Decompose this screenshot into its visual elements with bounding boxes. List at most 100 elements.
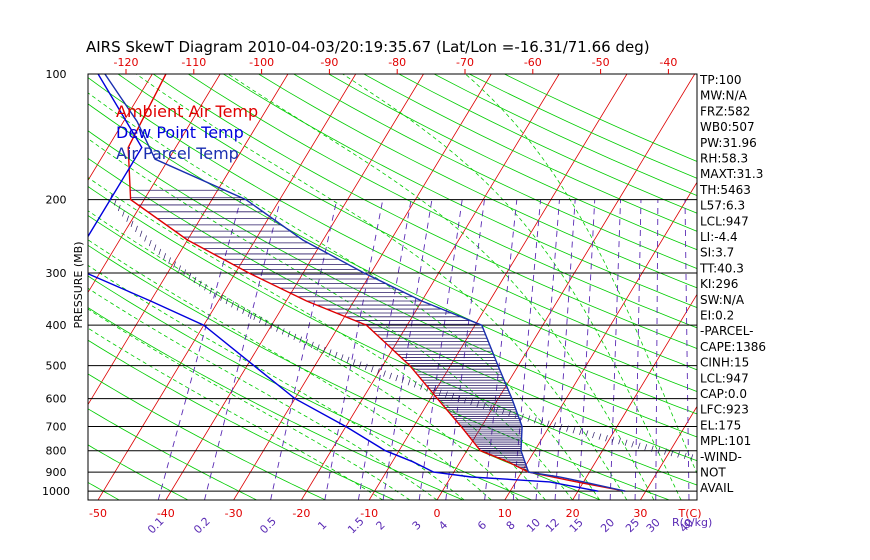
- mixing-ratio-line: [655, 199, 659, 500]
- bottom-temp-tick-label: 20: [566, 507, 580, 520]
- mixing-ratio-line: [535, 199, 560, 500]
- cape-hatch-tick: [173, 261, 176, 268]
- dry-adiabat-line: [504, 74, 697, 162]
- stability-index-label: L57:6.3: [700, 199, 745, 213]
- cape-hatch-tick: [253, 313, 257, 320]
- cape-hatch-tick: [407, 379, 411, 386]
- mixing-ratio-line: [204, 199, 281, 500]
- dry-adiabat-line: [88, 408, 257, 500]
- pressure-tick-label: 500: [46, 360, 67, 373]
- dry-adiabat-line: [88, 275, 532, 500]
- mixing-ratio-line: [445, 199, 485, 500]
- cape-hatch-tick: [566, 425, 569, 432]
- mixing-ratio-unit-label: R(g/kg): [672, 516, 712, 529]
- moist-adiabat-line: [465, 74, 697, 475]
- cape-hatch-tick: [657, 447, 661, 454]
- cape-hatch-tick: [117, 204, 121, 212]
- cape-hatch-tick: [220, 294, 223, 301]
- isotherm-line: [776, 74, 870, 500]
- cape-hatch-tick: [346, 356, 350, 363]
- mixing-ratio-label: 0.5: [257, 515, 279, 537]
- pressure-tick-label: 300: [46, 267, 67, 280]
- cape-hatch-tick: [311, 341, 314, 349]
- cape-hatch-tick: [204, 284, 207, 291]
- cape-hatch-tick: [463, 397, 467, 404]
- mixing-ratio-label: 10: [524, 516, 543, 535]
- bottom-temp-tick-label: -10: [360, 507, 378, 520]
- bottom-temp-tick-label: -30: [225, 507, 243, 520]
- mixing-ratio-line: [554, 199, 576, 500]
- cape-hatch-tick: [236, 304, 240, 311]
- isotherm-line: [88, 74, 221, 294]
- cape-hatch-tick: [451, 393, 455, 400]
- cape-hatch-tick: [501, 408, 505, 415]
- moist-adiabat-line: [227, 74, 655, 500]
- isotherm-line: [97, 74, 357, 500]
- isotherm-line: [88, 74, 289, 406]
- cape-hatch-tick: [364, 363, 368, 370]
- dry-adiabat-line: [88, 215, 670, 500]
- cape-hatch-tick: [401, 377, 405, 384]
- cape-hatch-tick: [122, 210, 125, 217]
- stability-index-label: LFC:923: [700, 403, 749, 417]
- stability-index-label: MW:N/A: [700, 89, 748, 103]
- mixing-ratio-label: 8: [504, 518, 518, 532]
- isotherm-line: [165, 74, 424, 500]
- stability-index-label: -WIND-: [700, 450, 742, 464]
- cape-hatch-tick: [670, 449, 674, 457]
- top-temp-tick-label: -40: [659, 56, 677, 69]
- dry-adiabat-line: [328, 74, 697, 251]
- cape-hatch-tick: [334, 351, 338, 359]
- cape-hatch-tick: [281, 328, 285, 335]
- top-temp-tick-label: -110: [181, 56, 206, 69]
- cape-hatch-tick: [611, 436, 615, 443]
- cape-hatch-tick: [650, 445, 654, 452]
- stability-index-label: LCL:947: [700, 371, 749, 385]
- cape-hatch-tick: [579, 428, 582, 435]
- cape-hatch-tick: [690, 454, 694, 461]
- dry-adiabat-line: [293, 74, 697, 269]
- cape-hatch-tick: [322, 346, 326, 354]
- bottom-temp-tick-label: -40: [157, 507, 175, 520]
- dry-adiabat-line: [88, 482, 120, 500]
- cape-hatch-tick: [144, 235, 147, 242]
- cape-hatch-tick: [135, 225, 138, 232]
- dry-adiabat-line: [88, 186, 697, 486]
- dry-adiabat-line: [88, 103, 697, 415]
- moist-adiabat-line: [88, 287, 438, 500]
- cape-hatch-tick: [592, 431, 595, 439]
- pressure-tick-label: 800: [46, 445, 67, 458]
- cape-hatch-tick: [113, 199, 117, 206]
- cape-hatch-tick: [605, 435, 608, 442]
- isotherm-line: [88, 74, 153, 182]
- cape-hatch-tick: [168, 257, 171, 264]
- cape-hatch-tick: [130, 220, 134, 227]
- cape-hatch-tick: [178, 265, 181, 272]
- cape-hatch-tick: [508, 410, 511, 417]
- cape-hatch-tick: [677, 451, 680, 458]
- top-temp-tick-label: -60: [524, 56, 542, 69]
- cape-hatch-tick: [383, 370, 386, 377]
- dry-adiabat-line: [88, 77, 697, 393]
- cape-hatch-tick: [377, 368, 380, 375]
- bottom-temp-tick-label: -50: [89, 507, 107, 520]
- legend-entry: Air Parcel Temp: [116, 144, 239, 163]
- mixing-ratio-label: 20: [598, 516, 617, 535]
- cape-hatch-tick: [389, 372, 392, 379]
- bottom-temp-tick-label: 30: [633, 507, 647, 520]
- top-temp-tick-label: -120: [114, 56, 139, 69]
- cape-hatch-tick: [247, 310, 251, 317]
- cape-hatch-tick: [305, 339, 308, 346]
- cape-hatch-tick: [644, 444, 648, 451]
- bottom-temp-tick-label: 10: [498, 507, 512, 520]
- cape-hatch-tick: [521, 413, 524, 420]
- dry-adiabat-line: [88, 339, 395, 500]
- cape-hatch-tick: [432, 387, 436, 394]
- cape-hatch-tick: [482, 402, 486, 410]
- cape-hatch-tick: [163, 253, 166, 260]
- mixing-ratio-line: [609, 199, 622, 500]
- top-temp-tick-label: -70: [456, 56, 474, 69]
- cape-hatch-tick: [259, 316, 262, 323]
- stability-index-label: SI:3.7: [700, 246, 734, 260]
